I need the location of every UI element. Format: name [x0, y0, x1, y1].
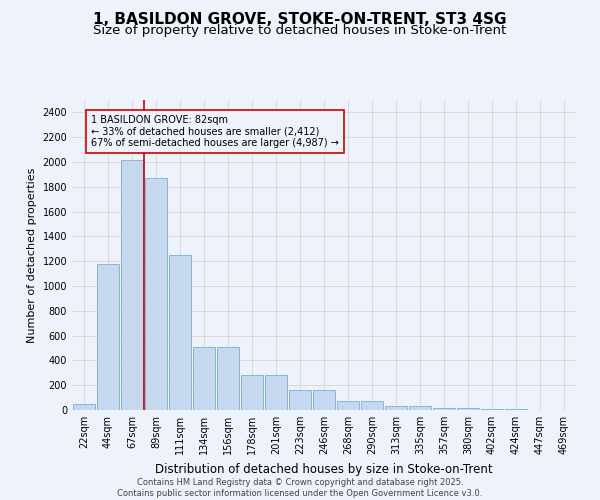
Bar	[121, 160, 143, 410]
Bar	[433, 408, 455, 410]
Bar	[361, 402, 383, 410]
Bar	[97, 264, 119, 410]
Text: Contains HM Land Registry data © Crown copyright and database right 2025.
Contai: Contains HM Land Registry data © Crown c…	[118, 478, 482, 498]
Bar	[145, 178, 167, 410]
Bar	[313, 390, 335, 410]
Bar	[409, 406, 431, 410]
Bar	[217, 347, 239, 410]
X-axis label: Distribution of detached houses by size in Stoke-on-Trent: Distribution of detached houses by size …	[155, 462, 493, 475]
Bar	[193, 347, 215, 410]
Bar	[169, 255, 191, 410]
Bar	[457, 408, 479, 410]
Bar	[73, 404, 95, 410]
Text: 1 BASILDON GROVE: 82sqm
← 33% of detached houses are smaller (2,412)
67% of semi: 1 BASILDON GROVE: 82sqm ← 33% of detache…	[91, 115, 339, 148]
Text: 1, BASILDON GROVE, STOKE-ON-TRENT, ST3 4SG: 1, BASILDON GROVE, STOKE-ON-TRENT, ST3 4…	[93, 12, 507, 28]
Bar	[385, 406, 407, 410]
Bar	[505, 409, 527, 410]
Bar	[241, 376, 263, 410]
Text: Size of property relative to detached houses in Stoke-on-Trent: Size of property relative to detached ho…	[94, 24, 506, 37]
Bar	[481, 409, 503, 410]
Bar	[265, 376, 287, 410]
Y-axis label: Number of detached properties: Number of detached properties	[27, 168, 37, 342]
Bar	[337, 402, 359, 410]
Bar	[289, 390, 311, 410]
